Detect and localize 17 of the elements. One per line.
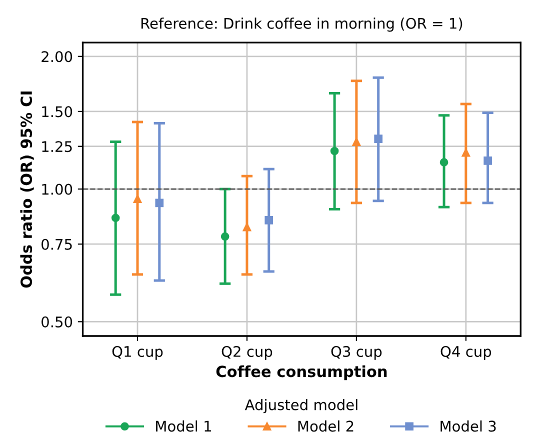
- x-tick-label: Q2 cup: [222, 346, 272, 360]
- x-axis-title: Coffee consumption: [216, 365, 387, 380]
- y-tick-label: 0.50: [42, 316, 72, 328]
- y-tick-label: 1.00: [42, 184, 72, 195]
- x-tick-label: Q3 cup: [331, 346, 382, 360]
- legend-title: Adjusted model: [244, 399, 358, 414]
- y-tick-label: 1.50: [42, 106, 72, 118]
- x-tick-label: Q4 cup: [440, 346, 492, 360]
- y-axis-title: Odds ratio (OR) 95% CI: [20, 92, 34, 288]
- x-tick-label: Q1 cup: [112, 346, 163, 360]
- y-tick-label: 2.00: [42, 51, 72, 62]
- legend-label: Model 3: [440, 420, 496, 432]
- legend-label: Model 1: [156, 420, 211, 432]
- y-tick-label: 1.25: [42, 141, 72, 152]
- y-tick-label: 0.75: [42, 238, 72, 250]
- chart-title: Reference: Drink coffee in morning (OR = 1): [141, 18, 462, 32]
- legend-label: Model 2: [298, 420, 354, 432]
